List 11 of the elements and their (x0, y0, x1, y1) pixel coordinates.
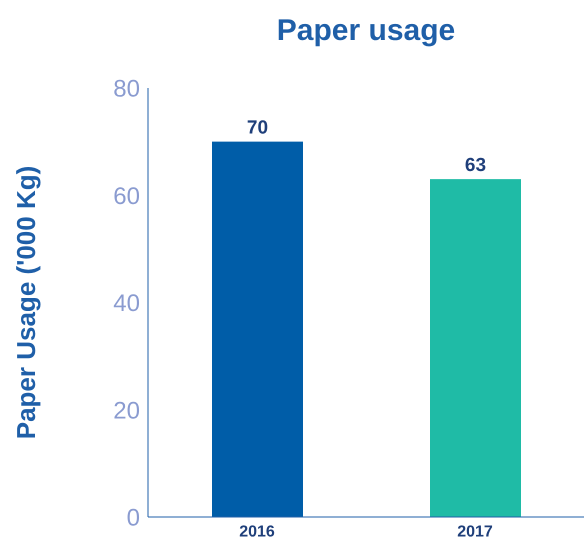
x-tick-label: 2017 (457, 523, 493, 540)
y-tick-label: 80 (113, 76, 140, 103)
y-tick-label: 0 (126, 504, 140, 532)
y-tick-label: 40 (113, 290, 140, 318)
y-tick-label: 20 (113, 397, 140, 424)
data-label: 70 (246, 118, 268, 139)
chart-title: Paper usage (276, 14, 456, 48)
data-label: 63 (464, 155, 486, 176)
y-axis-title: Paper Usage ('000 Kg) (11, 166, 42, 440)
y-tick-label: 60 (113, 182, 140, 210)
x-tick-label: 2016 (239, 523, 275, 540)
